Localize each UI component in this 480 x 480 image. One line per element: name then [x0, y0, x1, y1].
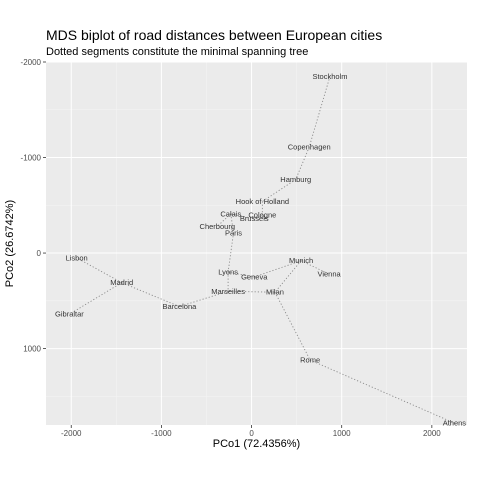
minor-gridlines: [46, 62, 467, 425]
city-label: Vienna: [317, 270, 341, 279]
city-label: Paris: [225, 228, 242, 237]
x-tick-label: 1000: [333, 429, 351, 438]
city-label: Copenhagen: [288, 143, 331, 152]
city-label: Rome: [300, 356, 320, 365]
mst-segment: [76, 257, 122, 284]
mst-segment: [308, 76, 331, 148]
city-label: Munich: [289, 256, 313, 265]
mst-segment: [262, 179, 296, 202]
city-label: Madrid: [110, 278, 133, 287]
mst-segment: [254, 214, 263, 220]
city-label: Lyons: [218, 268, 238, 277]
major-gridlines: [46, 61, 467, 425]
city-label: Stockholm: [312, 72, 347, 81]
city-label: Athens: [443, 419, 467, 428]
city-label: Barcelona: [163, 302, 198, 311]
mst-segment: [69, 282, 122, 315]
city-label: Brussels: [240, 214, 269, 223]
mst-segment: [227, 232, 234, 273]
x-tick-label: 0: [249, 429, 254, 438]
x-tick-label: 2000: [423, 429, 441, 438]
x-axis-title: PCo1 (72.4356%): [213, 438, 300, 450]
mst-segment: [300, 260, 330, 275]
x-tick-label: -1000: [151, 429, 172, 438]
city-label: Cologne: [248, 210, 276, 219]
y-tick-label: -1000: [21, 154, 42, 163]
plot-panel: [46, 62, 467, 425]
y-tick-label: 1000: [23, 345, 41, 354]
city-label: Gibraltar: [55, 310, 84, 319]
y-axis-title: PCo2 (26.6742%): [4, 200, 16, 287]
y-tick-label: 0: [37, 249, 42, 258]
mst-segment: [179, 290, 229, 307]
chart-subtitle: Dotted segments constitute the minimal s…: [46, 46, 309, 58]
minimal-spanning-tree: [69, 76, 455, 424]
mst-segment: [121, 282, 180, 307]
mst-segment: [228, 271, 255, 278]
city-label: Milan: [266, 288, 284, 297]
mst-segment: [230, 213, 255, 220]
y-tick-label: -2000: [21, 58, 42, 67]
city-label: Geneva: [241, 272, 268, 281]
mst-segment: [309, 359, 455, 424]
city-label: Hook of Holland: [236, 197, 289, 206]
chart-title: MDS biplot of road distances between Eur…: [46, 27, 383, 43]
x-axis-ticks: -2000 -1000 0 1000 2000: [61, 425, 441, 438]
city-label: Cherbourg: [200, 222, 235, 231]
mst-segment: [228, 290, 275, 293]
city-label: Marseilles: [211, 287, 245, 296]
city-labels: Stockholm Copenhagen Hamburg Hook of Hollan…: [55, 72, 466, 428]
city-label: Lisbon: [66, 253, 88, 262]
x-tick-label: -2000: [61, 429, 82, 438]
mst-segment: [295, 146, 310, 180]
y-axis-ticks: -2000 -1000 0 1000: [21, 58, 46, 354]
city-label: Hamburg: [280, 175, 311, 184]
mst-segment: [230, 213, 234, 234]
city-label: Calais: [220, 209, 241, 218]
mst-segment: [274, 260, 302, 293]
